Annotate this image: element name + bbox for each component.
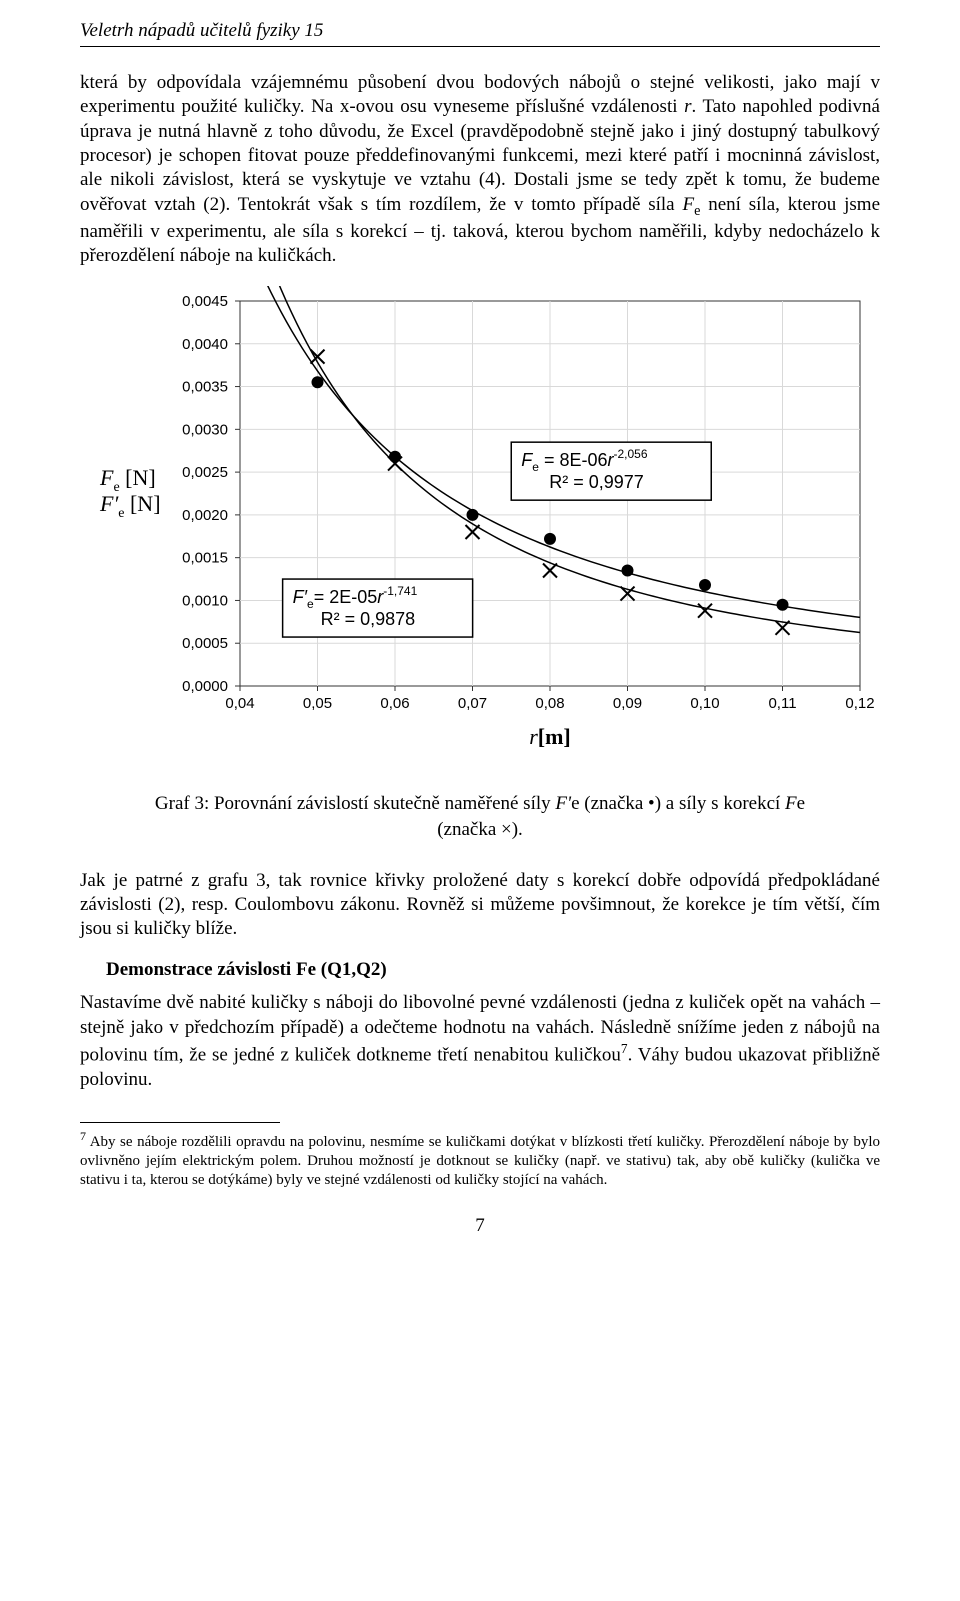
paragraph-2: Jak je patrné z grafu 3, tak rovnice kři… <box>80 869 880 942</box>
footnote-separator <box>80 1122 280 1123</box>
svg-text:0,0045: 0,0045 <box>182 293 228 310</box>
svg-text:0,10: 0,10 <box>690 695 719 712</box>
svg-text:Fe [N]F′e [N]: Fe [N]F′e [N] <box>99 465 161 521</box>
svg-text:0,0000: 0,0000 <box>182 678 228 695</box>
svg-text:0,09: 0,09 <box>613 695 642 712</box>
svg-text:0,0035: 0,0035 <box>182 379 228 396</box>
svg-text:0,07: 0,07 <box>458 695 487 712</box>
svg-text:0,0005: 0,0005 <box>182 635 228 652</box>
svg-text:0,0015: 0,0015 <box>182 550 228 567</box>
svg-text:0,05: 0,05 <box>303 695 332 712</box>
section-heading: Demonstrace závislosti Fe (Q1,Q2) <box>106 959 880 981</box>
svg-text:0,0020: 0,0020 <box>182 507 228 524</box>
svg-text:0,04: 0,04 <box>225 695 254 712</box>
svg-text:0,11: 0,11 <box>768 695 796 712</box>
paragraph-1: která by odpovídala vzájemnému působení … <box>80 71 880 268</box>
footnote-7: 7 Aby se náboje rozdělili opravdu na pol… <box>80 1129 880 1189</box>
svg-text:r[m]: r[m] <box>529 724 571 749</box>
svg-text:0,06: 0,06 <box>380 695 409 712</box>
svg-text:0,0030: 0,0030 <box>182 422 228 439</box>
chart-graf3: 0,0000 0,0005 0,0010 0,0015 0,0020 0,0025 0,00… <box>80 286 880 761</box>
chart-caption: Graf 3: Porovnání závislostí skutečně na… <box>80 791 880 842</box>
page-header: Veletrh nápadů učitelů fyziky 15 <box>80 20 880 47</box>
paragraph-3: Nastavíme dvě nabité kuličky s náboji do… <box>80 991 880 1092</box>
svg-text:0,0010: 0,0010 <box>182 593 228 610</box>
svg-text:0,08: 0,08 <box>535 695 564 712</box>
page-number: 7 <box>80 1215 880 1237</box>
svg-text:0,0040: 0,0040 <box>182 336 228 353</box>
svg-text:0,0025: 0,0025 <box>182 464 228 481</box>
chart-svg: 0,0000 0,0005 0,0010 0,0015 0,0020 0,0025 0,00… <box>80 286 880 756</box>
svg-text:0,12: 0,12 <box>845 695 874 712</box>
